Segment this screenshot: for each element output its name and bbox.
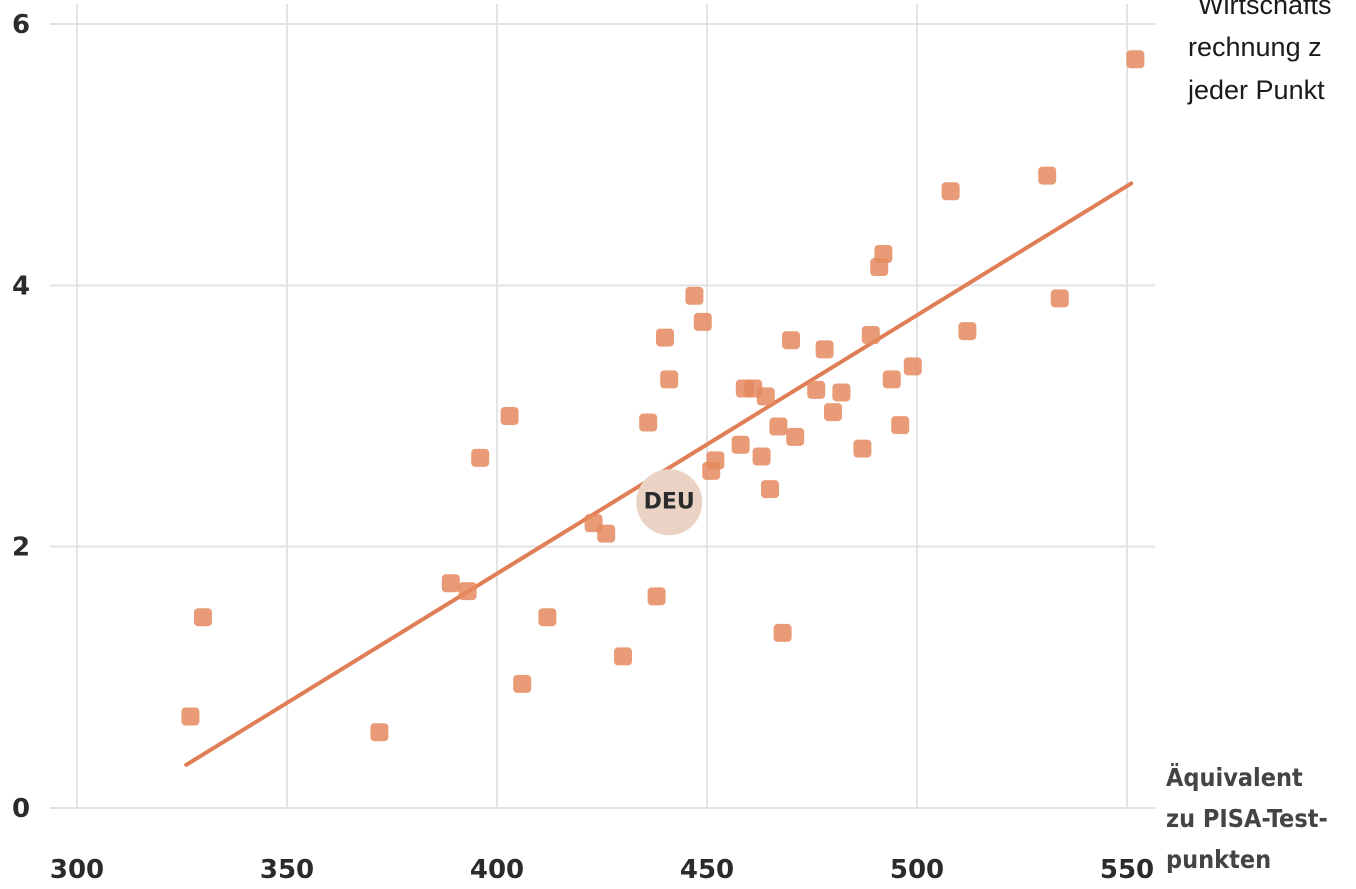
data-point-8 [513, 674, 532, 693]
data-point-1 [181, 707, 200, 726]
data-point-33 [824, 403, 842, 422]
data-point-44 [1038, 166, 1057, 185]
deu-highlight: DEU [636, 469, 703, 536]
data-point-30 [786, 427, 805, 446]
x-tick-350: 350 [260, 855, 314, 885]
deu-marker [636, 469, 703, 536]
deu-label: DEU [644, 490, 695, 515]
data-point-26 [761, 480, 779, 499]
data-point-21 [731, 435, 750, 454]
data-point-46 [1126, 50, 1145, 69]
data-point-15 [656, 328, 674, 347]
data-point-12 [614, 647, 632, 666]
data-point-13 [639, 413, 658, 432]
x-tick-550: 550 [1100, 855, 1154, 885]
data-point-24 [752, 447, 771, 466]
data-point-18 [693, 312, 712, 331]
x-tick-450: 450 [680, 855, 734, 885]
data-point-17 [685, 286, 704, 305]
x-axis-label-line-3: punkten [1166, 845, 1271, 874]
note-text: Wirtschafts rechnung z jeder Punkt [1187, 0, 1332, 105]
x-tick-500: 500 [890, 855, 944, 885]
note-line-3: jeder Punkt [1187, 75, 1325, 105]
data-point-43 [958, 322, 977, 341]
data-point-11 [597, 524, 616, 543]
data-point-6 [471, 448, 490, 467]
x-axis-label: Äquivalent zu PISA-Test- punkten [1166, 762, 1328, 874]
tick-labels: 300 350 400 450 500 550 0 2 4 6 [12, 10, 1154, 885]
data-point-45 [1050, 289, 1069, 308]
data-point-9 [538, 608, 557, 627]
x-axis-label-line-1: Äquivalent [1166, 762, 1303, 792]
x-axis-label-line-2: zu PISA-Test- [1166, 804, 1328, 833]
data-point-20 [706, 451, 725, 470]
data-point-39 [882, 370, 901, 389]
data-point-28 [773, 623, 792, 642]
data-point-36 [861, 325, 880, 344]
data-point-3 [370, 723, 389, 742]
data-point-14 [647, 587, 666, 606]
y-tick-2: 2 [12, 533, 30, 563]
data-point-5 [458, 582, 477, 601]
data-point-38 [874, 244, 893, 263]
data-points [181, 50, 1145, 742]
data-point-4 [441, 574, 460, 593]
data-point-31 [807, 380, 826, 399]
y-tick-4: 4 [12, 271, 30, 301]
data-point-42 [941, 182, 960, 201]
x-tick-300: 300 [50, 855, 104, 885]
data-point-27 [769, 417, 788, 436]
data-point-40 [891, 416, 910, 435]
data-point-35 [853, 439, 872, 458]
data-point-34 [832, 383, 851, 402]
y-tick-6: 6 [12, 10, 30, 40]
y-tick-0: 0 [12, 794, 30, 824]
note-line-2: rechnung z [1188, 32, 1322, 62]
data-point-16 [660, 370, 679, 389]
data-point-41 [903, 357, 922, 376]
data-point-29 [782, 331, 800, 350]
data-point-7 [500, 407, 519, 425]
note-line-1: Wirtschafts [1198, 0, 1332, 20]
data-point-2 [194, 608, 212, 627]
data-point-32 [815, 340, 834, 359]
data-point-25 [756, 387, 775, 406]
x-tick-400: 400 [470, 855, 524, 885]
grid-layer [50, 4, 1155, 809]
